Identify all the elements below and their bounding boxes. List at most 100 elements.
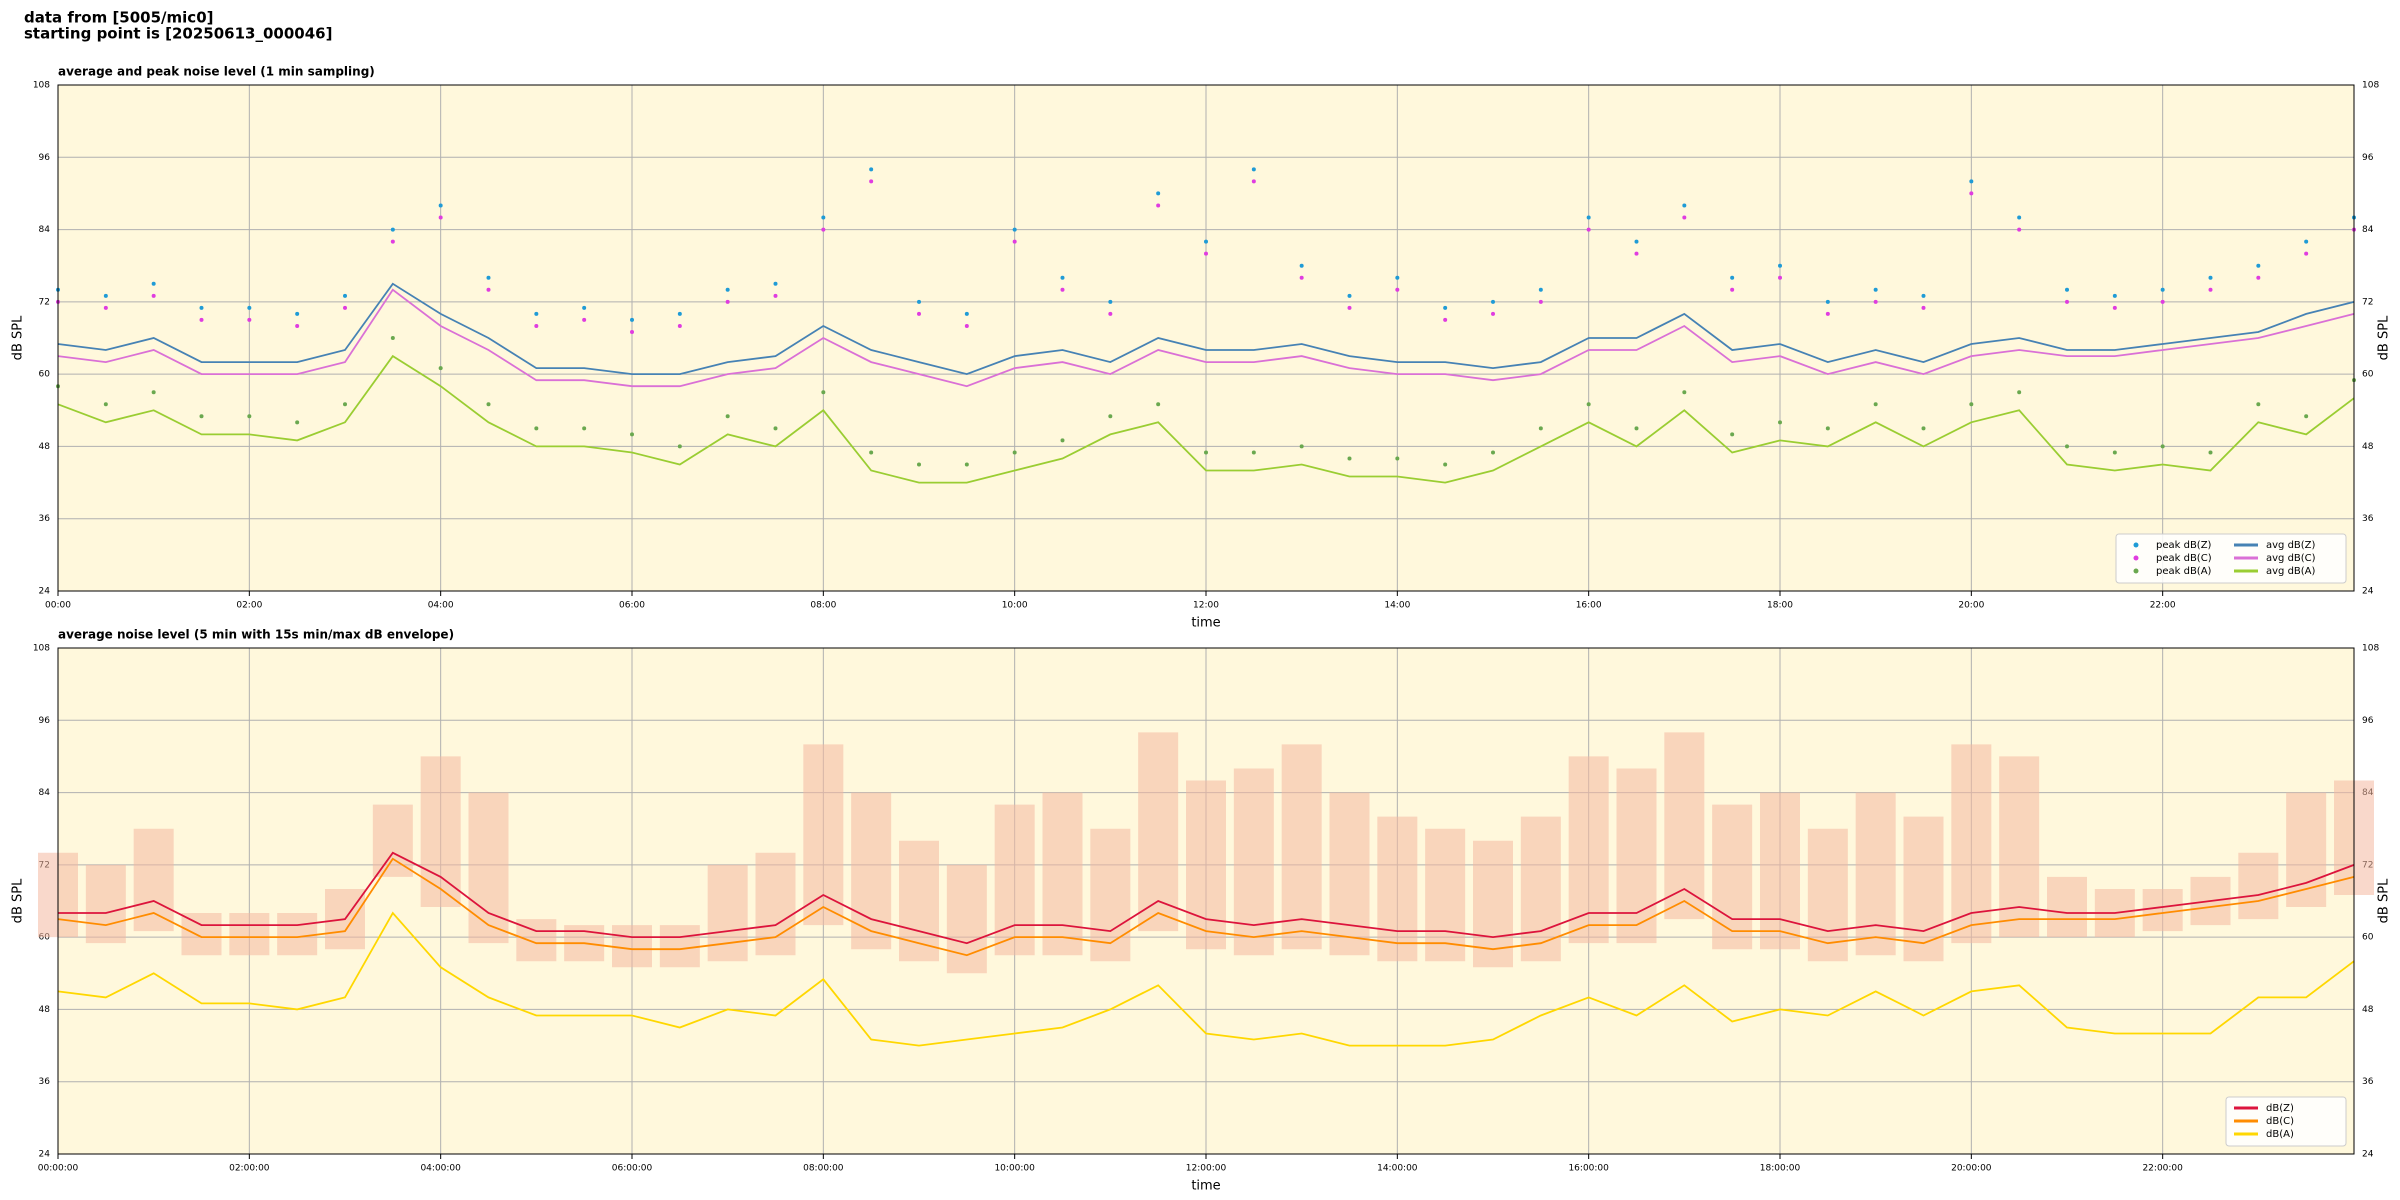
y-tick-label: 72 xyxy=(39,297,50,307)
peak-point xyxy=(438,366,443,371)
peak-point xyxy=(2256,263,2261,268)
peak-point xyxy=(295,323,300,328)
peak-point xyxy=(438,203,443,208)
series-line xyxy=(57,354,2355,484)
peak-point xyxy=(390,336,395,340)
peak-point xyxy=(869,167,874,172)
y2-tick-label: 96 xyxy=(2362,716,2374,726)
x-tick-label: 22:00:00 xyxy=(2142,1164,2183,1174)
peak-point xyxy=(1108,311,1113,316)
peak-point xyxy=(295,420,300,425)
x-tick-label: 14:00:00 xyxy=(1377,1164,1418,1174)
y-tick-label: 48 xyxy=(39,442,51,452)
y2-tick-label: 24 xyxy=(2362,1150,2374,1160)
peak-point xyxy=(2208,450,2213,455)
y-tick-label: 60 xyxy=(39,370,51,380)
peak-point xyxy=(917,311,921,316)
series-line xyxy=(57,911,2355,1047)
peak-point xyxy=(1251,179,1256,184)
peak-point xyxy=(1156,203,1161,208)
peak-point xyxy=(821,390,826,395)
header-line: data from [5005/mic0] xyxy=(24,9,214,27)
legend-marker xyxy=(2133,568,2139,574)
x-tick-label: 10:00 xyxy=(1002,601,1028,611)
peak-point xyxy=(821,215,826,220)
peak-point xyxy=(1156,402,1161,407)
peak-point xyxy=(1060,438,1065,443)
legend-marker xyxy=(2133,555,2139,561)
peak-point xyxy=(1251,450,1256,455)
peak-point xyxy=(725,414,730,419)
peak-point xyxy=(2017,215,2022,220)
plot-frame xyxy=(57,84,2355,592)
peak-point xyxy=(2017,390,2022,395)
legend-label: avg dB(A) xyxy=(2266,566,2316,577)
peak-point xyxy=(1969,402,1974,407)
peak-point xyxy=(677,323,682,328)
peak-point xyxy=(1730,432,1735,437)
y-tick-label: 36 xyxy=(39,514,51,524)
x-tick-label: 10:00:00 xyxy=(994,1164,1035,1174)
peak-point xyxy=(2017,227,2022,232)
peak-point xyxy=(1586,402,1591,407)
peak-point xyxy=(1682,203,1687,208)
y2-tick-label: 24 xyxy=(2362,587,2374,597)
peak-point xyxy=(2256,402,2261,407)
peak-point xyxy=(773,293,778,298)
x-tick-label: 08:00:00 xyxy=(803,1164,844,1174)
peak-point xyxy=(390,239,395,244)
y-tick-label: 36 xyxy=(39,1077,51,1087)
series-line xyxy=(57,857,2355,957)
legend-label: peak dB(C) xyxy=(2156,553,2212,564)
peak-point xyxy=(1299,444,1304,449)
peak-point xyxy=(1682,390,1687,395)
peak-point xyxy=(199,317,204,322)
peak-point xyxy=(964,311,969,316)
peak-point xyxy=(1921,293,1926,298)
y-tick-label: 108 xyxy=(33,644,50,654)
y-tick-label: 60 xyxy=(39,933,51,943)
y-tick-label: 24 xyxy=(39,587,51,597)
peak-point xyxy=(2065,444,2069,449)
y-axis-label: dB SPL xyxy=(11,315,26,360)
peak-point xyxy=(773,426,778,431)
y2-tick-label: 84 xyxy=(2362,225,2374,235)
peak-point xyxy=(1538,299,1543,304)
peak-point xyxy=(1969,179,1974,184)
peak-point xyxy=(2304,251,2309,256)
peak-point xyxy=(2065,287,2069,292)
peak-point xyxy=(343,293,347,298)
peak-point xyxy=(1443,305,1448,310)
y2-tick-label: 48 xyxy=(2362,1005,2374,1015)
peak-point xyxy=(1347,305,1352,310)
peak-point xyxy=(1299,263,1304,268)
peak-point xyxy=(1873,299,1878,304)
x-tick-label: 04:00 xyxy=(428,601,454,611)
peak-point xyxy=(1347,456,1352,461)
legend-label: dB(Z) xyxy=(2266,1103,2294,1114)
y-tick-label: 96 xyxy=(39,153,51,163)
peak-point xyxy=(1395,275,1400,280)
x-axis-label: time xyxy=(1191,1179,1220,1194)
peak-point xyxy=(1634,426,1639,431)
peak-point xyxy=(199,414,204,419)
peak-point xyxy=(1825,311,1830,316)
y-tick-label: 48 xyxy=(39,1005,51,1015)
peak-point xyxy=(630,329,634,334)
x-axis-label: time xyxy=(1191,616,1220,631)
legend-label: avg dB(C) xyxy=(2266,553,2316,564)
peak-point xyxy=(247,305,252,310)
x-tick-label: 04:00:00 xyxy=(420,1164,461,1174)
peak-point xyxy=(2065,299,2069,304)
x-tick-label: 20:00:00 xyxy=(1951,1164,1992,1174)
peak-point xyxy=(343,402,347,407)
peak-point xyxy=(1921,305,1926,310)
x-tick-label: 02:00 xyxy=(236,601,262,611)
peak-point xyxy=(917,462,921,467)
peak-point xyxy=(2112,450,2117,455)
series-line xyxy=(58,851,2355,945)
peak-point xyxy=(1012,227,1017,232)
peak-point xyxy=(1060,275,1065,280)
peak-point xyxy=(630,317,634,322)
